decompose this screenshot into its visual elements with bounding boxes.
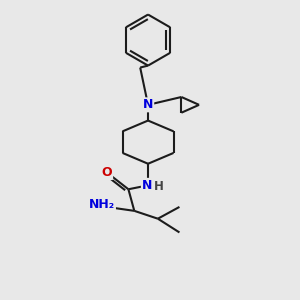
Text: NH₂: NH₂ (89, 199, 115, 212)
Text: O: O (101, 166, 112, 179)
Text: N: N (143, 98, 153, 111)
Text: N: N (142, 179, 152, 192)
Text: H: H (154, 180, 164, 193)
